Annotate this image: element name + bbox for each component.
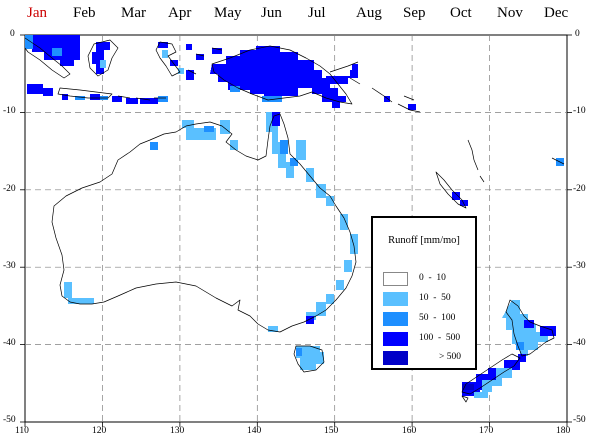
runoff-cell-tasmania xyxy=(296,346,324,370)
month-jun[interactable]: Jun xyxy=(261,5,282,21)
y-tick-label: -50 xyxy=(3,415,16,425)
legend-label: 0 - 10 xyxy=(419,273,446,283)
runoff-cell-java xyxy=(27,84,53,96)
runoff-cell-borneo-light xyxy=(100,60,106,68)
y-tick-label: -10 xyxy=(3,106,16,116)
runoff-cell-new-guinea-light xyxy=(230,86,282,102)
coast-new-guinea xyxy=(211,45,353,105)
month-may[interactable]: May xyxy=(214,5,242,21)
runoff-cell-tasmania-mid xyxy=(296,348,302,356)
runoff-cell-qld-coast-2 xyxy=(326,196,358,254)
coast-solomons xyxy=(371,87,421,113)
month-dec[interactable]: Dec xyxy=(544,5,569,21)
month-sep[interactable]: Sep xyxy=(403,5,426,21)
month-jul[interactable]: Jul xyxy=(308,5,326,21)
runoff-cell-nz-north-mid xyxy=(516,342,524,350)
y-tick-label: 0 xyxy=(10,29,15,39)
runoff-cell-victoria-dark xyxy=(306,316,314,324)
runoff-cell-nsw xyxy=(326,260,352,304)
y-tick-label-right: -50 xyxy=(573,415,586,425)
runoff-cell-cape-york-mid xyxy=(280,140,298,166)
month-nov[interactable]: Nov xyxy=(497,5,523,21)
month-aug[interactable]: Aug xyxy=(356,5,382,21)
runoff-cell-victoria xyxy=(268,302,326,332)
runoff-cell-solomons xyxy=(384,96,416,110)
runoff-cell-borneo xyxy=(92,42,110,74)
coast-nz-south xyxy=(461,353,521,395)
x-tick-label: 160 xyxy=(402,426,417,436)
coast-nz-north xyxy=(505,299,555,357)
x-tick-label: 110 xyxy=(15,426,29,436)
runoff-cell-nz-south-light xyxy=(474,368,512,398)
coast-stewart-island xyxy=(461,395,469,403)
coast-sumatra xyxy=(24,37,71,79)
axis-ticks xyxy=(20,34,572,427)
x-tick-label: 120 xyxy=(92,426,107,436)
month-oct[interactable]: Oct xyxy=(450,5,472,21)
runoff-cells xyxy=(25,35,564,398)
coast-maluku xyxy=(187,47,223,75)
month-mar[interactable]: Mar xyxy=(121,5,146,21)
runoff-cell-java-3 xyxy=(75,96,168,102)
legend-label: 50 - 100 xyxy=(419,313,456,323)
y-tick-label-right: -20 xyxy=(573,184,586,194)
legend-box: Runoff [mm/mo] 0 - 10 10 - 50 50 - 100 1… xyxy=(371,216,477,370)
coast-bismarck xyxy=(329,61,361,85)
runoff-cell-sumatra-edge xyxy=(25,35,62,56)
legend-swatch xyxy=(383,332,408,346)
legend-swatch xyxy=(383,312,408,326)
x-tick-label: 130 xyxy=(170,426,185,436)
legend-label: 100 - 500 xyxy=(419,333,461,343)
month-feb[interactable]: Feb xyxy=(73,5,96,21)
x-tick-label: 140 xyxy=(247,426,262,436)
legend-title: Runoff [mm/mo] xyxy=(388,235,460,246)
legend-label: 10 - 50 xyxy=(419,293,451,303)
runoff-cell-sulawesi-light xyxy=(162,50,184,74)
y-tick-label-right: -40 xyxy=(573,338,586,348)
runoff-cell-bismarck xyxy=(326,64,358,84)
map-frame xyxy=(24,34,568,423)
y-tick-label: -20 xyxy=(3,184,16,194)
runoff-cell-nz-north-dark xyxy=(524,320,556,336)
coast-australia xyxy=(51,113,357,333)
legend-swatch xyxy=(383,351,408,365)
y-tick-label-right: -30 xyxy=(573,261,586,271)
legend-label: > 500 xyxy=(439,352,461,362)
runoff-cell-cape-york-dark xyxy=(272,112,280,126)
x-tick-label: 170 xyxy=(479,426,494,436)
coastlines xyxy=(24,37,565,403)
runoff-cell-top-end-2 xyxy=(150,126,214,150)
coast-borneo xyxy=(87,39,119,77)
x-tick-label: 180 xyxy=(556,426,571,436)
legend-swatch xyxy=(383,272,408,286)
coast-new-caledonia xyxy=(435,171,467,209)
runoff-cell-sulawesi xyxy=(158,42,194,80)
runoff-cell-arnhem xyxy=(220,120,238,150)
month-jan[interactable]: Jan xyxy=(27,5,47,21)
runoff-cell-sw-wa xyxy=(64,282,94,304)
coast-java xyxy=(57,87,113,99)
runoff-cell-java-2 xyxy=(62,94,158,104)
month-apr[interactable]: Apr xyxy=(168,5,192,21)
y-tick-label: -40 xyxy=(3,338,16,348)
runoff-cell-qld-coast xyxy=(296,140,326,198)
runoff-cell-maluku xyxy=(186,44,222,60)
coast-sulawesi xyxy=(155,41,181,77)
runoff-cell-nz-south xyxy=(462,354,526,396)
coast-sunda-islands xyxy=(117,95,166,101)
x-tick-label: 150 xyxy=(324,426,339,436)
legend-swatch xyxy=(383,292,408,306)
runoff-cell-new-caledonia xyxy=(452,192,468,206)
coast-tasmania xyxy=(293,345,325,373)
y-tick-label: -30 xyxy=(3,261,16,271)
coast-vanuatu xyxy=(467,139,565,183)
y-tick-label-right: -10 xyxy=(573,106,586,116)
y-tick-label-right: 0 xyxy=(575,29,580,39)
